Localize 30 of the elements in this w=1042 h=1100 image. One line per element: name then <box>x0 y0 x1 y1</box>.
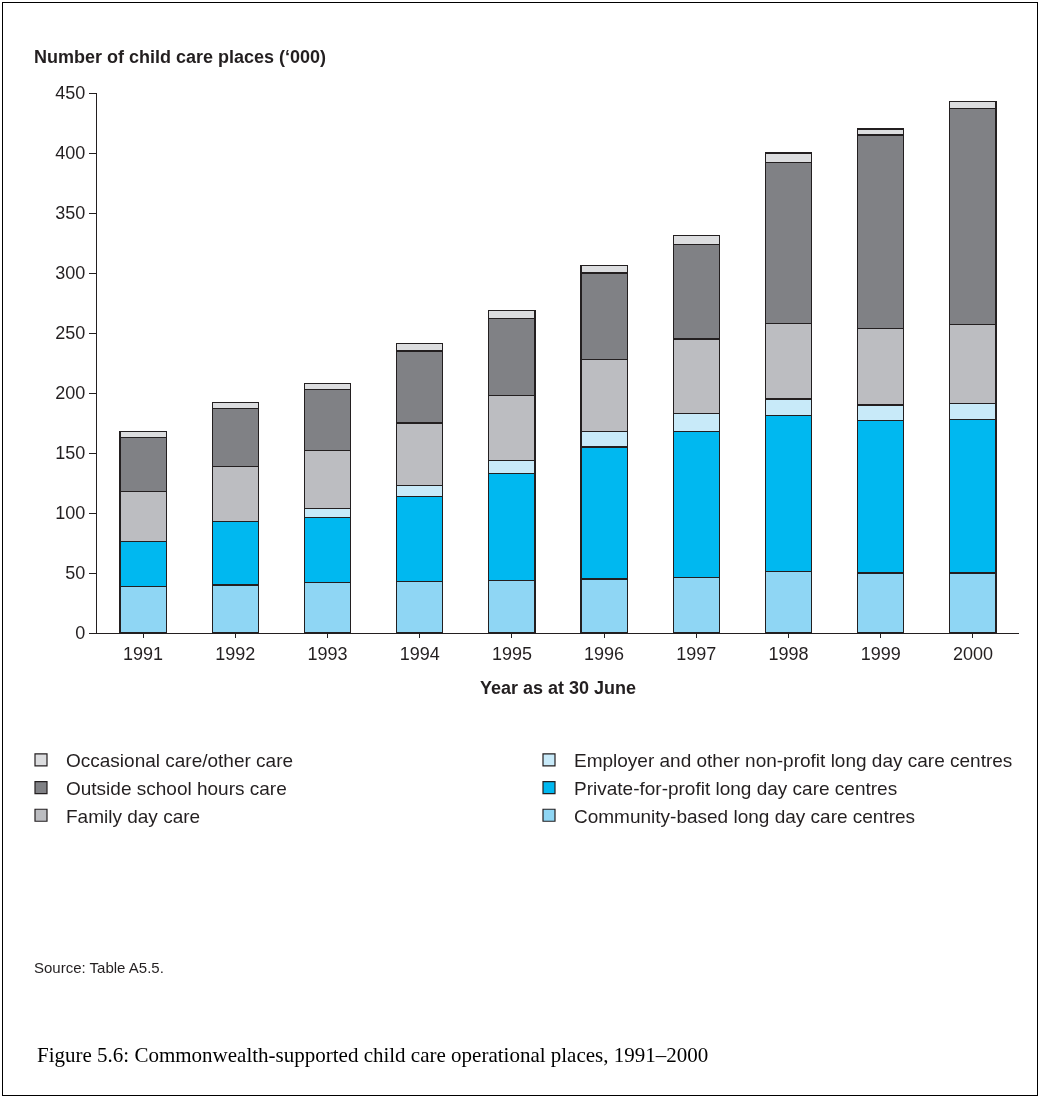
x-tick-label: 1997 <box>676 643 717 664</box>
x-tick-label: 1991 <box>123 643 164 664</box>
x-axis-title: Year as at 30 June <box>479 677 637 698</box>
x-tick-label: 1999 <box>860 643 901 664</box>
y-tick-label: 100 <box>55 503 86 524</box>
legend-label: Outside school hours care <box>66 777 287 799</box>
y-tick-label: 450 <box>55 83 86 104</box>
x-tick-label: 1993 <box>307 643 348 664</box>
legend-label: Occasional care/other care <box>66 750 294 772</box>
y-tick-label: 350 <box>55 203 86 224</box>
y-tick-label: 0 <box>75 623 86 644</box>
source-note: Source: Table A5.5. <box>34 959 164 976</box>
text: Figure 5.6: Commonwealth-supported child care operational places, 1991–2000 <box>37 1043 709 1068</box>
legend-label: Family day care <box>66 805 201 827</box>
y-tick-label: 150 <box>55 443 86 464</box>
y-axis-title: Number of child care places (‘000) <box>34 47 327 67</box>
x-tick-label: 1992 <box>215 643 256 664</box>
x-tick-label: 1995 <box>491 643 532 664</box>
y-tick-label: 250 <box>55 323 86 344</box>
legend-label: Community-based long day care centres <box>574 805 916 827</box>
x-tick-label: 1996 <box>584 643 625 664</box>
y-tick-label: 300 <box>55 263 86 284</box>
x-tick-label: 2000 <box>952 643 993 664</box>
y-tick-label: 400 <box>55 143 86 164</box>
legend-label: Private-for-profit long day care centres <box>574 777 898 799</box>
legend-label: Employer and other non-profit long day care centres <box>574 750 1013 772</box>
x-tick-label: 1994 <box>399 643 440 664</box>
x-tick-label: 1998 <box>768 643 809 664</box>
y-tick-label: 50 <box>65 563 86 584</box>
y-tick-label: 200 <box>55 383 86 404</box>
